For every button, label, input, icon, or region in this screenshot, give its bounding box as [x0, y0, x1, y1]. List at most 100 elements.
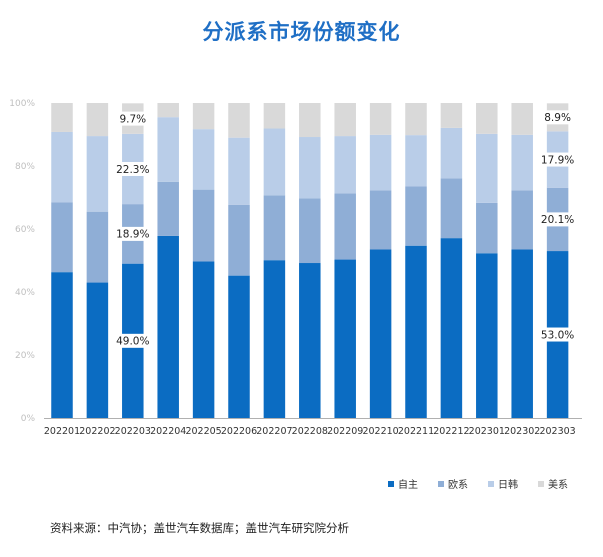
legend-swatch-自主	[388, 481, 394, 487]
bar-segment-202301-欧系	[476, 202, 498, 254]
data-label-bg	[116, 226, 150, 241]
data-label: 22.3%	[116, 164, 149, 176]
x-tick-label: 202204	[150, 426, 186, 437]
bar-segment-202301-自主	[476, 253, 498, 418]
bar-segment-202208-自主	[299, 263, 321, 418]
x-tick-label: 202208	[292, 426, 328, 437]
x-tick-label: 202302	[504, 426, 540, 437]
x-tick-label: 202210	[362, 426, 398, 437]
data-label: 9.7%	[119, 113, 146, 125]
bar-segment-202207-美系	[263, 103, 286, 129]
y-tick-label: 0%	[21, 414, 36, 424]
bar-segment-202210-美系	[369, 103, 392, 135]
x-tick-label: 202202	[79, 426, 115, 437]
data-label: 53.0%	[541, 329, 574, 341]
bar-segment-202206-自主	[228, 275, 250, 418]
bar-segment-202207-自主	[263, 260, 286, 418]
x-tick-label: 202303	[539, 426, 575, 437]
bar-segment-202301-美系	[476, 103, 498, 134]
bar-segment-202202-美系	[86, 103, 109, 137]
data-label-bg	[541, 110, 575, 125]
bar-segment-202210-自主	[369, 249, 392, 418]
data-label: 20.1%	[541, 214, 574, 226]
x-tick-label: 202207	[256, 426, 292, 437]
data-label-bg	[541, 327, 575, 342]
bar-segment-202201-日韩	[51, 131, 73, 203]
bar-segment-202211-日韩	[405, 135, 427, 187]
bar-segment-202205-美系	[192, 103, 215, 130]
bar-segment-202211-欧系	[405, 186, 427, 246]
y-tick-label: 80%	[15, 162, 35, 172]
bar-segment-202212-自主	[440, 238, 463, 418]
bar-segment-202206-美系	[228, 103, 250, 138]
legend-swatch-日韩	[488, 481, 494, 487]
bar-segment-202212-日韩	[440, 127, 463, 179]
bar-segment-202302-美系	[511, 103, 533, 135]
bar-segment-202201-欧系	[51, 202, 73, 273]
bar-segment-202205-日韩	[192, 129, 215, 190]
bar-segment-202205-欧系	[192, 189, 215, 262]
x-tick-label: 202203	[115, 426, 151, 437]
x-tick-label: 202209	[327, 426, 363, 437]
x-tick-label: 202211	[398, 426, 434, 437]
bar-segment-202208-欧系	[299, 198, 321, 264]
bar-segment-202202-自主	[86, 282, 109, 418]
data-label-bg	[541, 152, 575, 167]
bar-segment-202208-日韩	[299, 137, 321, 199]
bar-segment-202201-自主	[51, 272, 73, 418]
bar-segment-202209-欧系	[334, 193, 356, 260]
chart-title: 分派系市场份额变化	[202, 20, 401, 44]
x-tick-label: 202205	[185, 426, 221, 437]
bar-segment-202205-自主	[192, 261, 215, 418]
x-tick-label: 202212	[433, 426, 469, 437]
bar-segment-202201-美系	[51, 103, 73, 132]
bar-segment-202202-欧系	[86, 211, 109, 283]
y-tick-label: 60%	[15, 225, 35, 235]
legend-swatch-美系	[538, 481, 544, 487]
data-label: 8.9%	[544, 112, 571, 124]
bar-segment-202302-自主	[511, 249, 533, 418]
data-label: 17.9%	[541, 154, 574, 166]
bar-segment-202211-美系	[405, 103, 427, 136]
bar-segment-202209-自主	[334, 259, 356, 418]
y-tick-label: 100%	[9, 99, 35, 109]
bar-segment-202212-欧系	[440, 178, 463, 239]
legend-entry: 自主	[398, 478, 418, 491]
bar-segment-202210-欧系	[369, 190, 392, 250]
y-tick-label: 40%	[15, 288, 35, 298]
bar-segment-202204-自主	[157, 235, 179, 418]
legend-entry: 欧系	[448, 479, 468, 491]
legend-entry: 日韩	[498, 478, 518, 491]
legend-entry: 美系	[548, 478, 568, 491]
bar-segment-202212-美系	[440, 103, 463, 128]
x-tick-label: 202301	[469, 426, 505, 437]
bar-segment-202204-日韩	[157, 117, 179, 182]
bar-segment-202207-日韩	[263, 128, 286, 196]
bar-segment-202209-日韩	[334, 136, 356, 194]
bar-segment-202206-欧系	[228, 204, 250, 276]
bar-segment-202202-日韩	[86, 136, 109, 212]
x-tick-label: 202206	[221, 426, 257, 437]
data-label: 49.0%	[116, 336, 149, 348]
data-source-note: 资料来源：中汽协；盖世汽车数据库；盖世汽车研究院分析	[50, 521, 349, 535]
data-label: 18.9%	[116, 229, 149, 241]
bar-segment-202209-美系	[334, 103, 356, 137]
y-tick-label: 20%	[15, 351, 35, 361]
data-label-bg	[541, 212, 575, 227]
bar-segment-202302-欧系	[511, 190, 533, 250]
data-label-bg	[116, 161, 150, 176]
bar-segment-202210-日韩	[369, 134, 392, 191]
bar-segment-202301-日韩	[476, 133, 498, 203]
bar-segment-202204-美系	[157, 103, 179, 118]
bar-segment-202208-美系	[299, 103, 321, 138]
data-label-bg	[116, 333, 150, 348]
bar-segment-202211-自主	[405, 245, 427, 418]
bar-segment-202206-日韩	[228, 137, 250, 205]
bar-segment-202302-日韩	[511, 134, 533, 191]
bar-segment-202204-欧系	[157, 181, 179, 236]
data-label-bg	[116, 111, 150, 126]
bar-segment-202207-欧系	[263, 195, 286, 261]
x-tick-label: 202201	[44, 426, 80, 437]
legend-swatch-欧系	[438, 481, 444, 487]
